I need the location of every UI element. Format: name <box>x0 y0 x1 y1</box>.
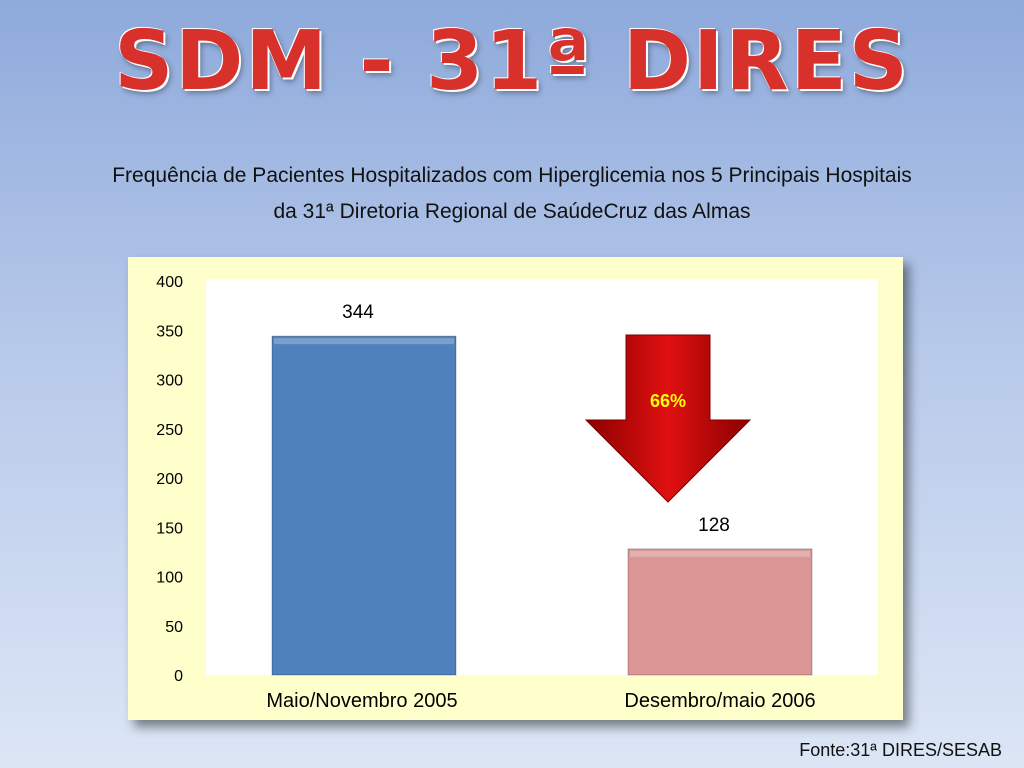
subtitle-line-2: da 31ª Diretoria Regional de SaúdeCruz d… <box>273 200 751 223</box>
y-tick-label: 50 <box>165 619 183 636</box>
reduction-percent-label: 66% <box>650 391 686 411</box>
bar-highlight <box>274 338 454 345</box>
bar-data-label: 344 <box>342 302 374 323</box>
y-tick-label: 150 <box>156 520 183 537</box>
subtitle-line-1: Frequência de Pacientes Hospitalizados c… <box>112 164 912 187</box>
x-category-label: Maio/Novembro 2005 <box>266 690 457 712</box>
y-tick-label: 300 <box>156 373 183 390</box>
y-tick-label: 350 <box>156 323 183 340</box>
y-tick-label: 250 <box>156 422 183 439</box>
y-tick-label: 0 <box>174 668 183 685</box>
slide-title: SDM - 31ª DIRES <box>114 14 910 109</box>
chart-frame: 0 50 100 150 200 250 300 350 400 344 Maio/Novembr… <box>128 257 903 720</box>
bar-data-label: 128 <box>698 515 730 536</box>
y-tick-label: 100 <box>156 570 183 587</box>
x-category-label: Desembro/maio 2006 <box>624 690 815 712</box>
bar-chart: 0 50 100 150 200 250 300 350 400 344 Maio/Novembr… <box>156 274 878 712</box>
down-arrow-icon <box>584 334 752 503</box>
chart-subtitle: Frequência de Pacientes Hospitalizados c… <box>0 158 1024 230</box>
bar <box>627 548 813 676</box>
y-tick-label: 200 <box>156 471 183 488</box>
bar <box>271 335 457 676</box>
source-note: Fonte:31ª DIRES/SESAB <box>799 740 1002 760</box>
bar-highlight <box>630 550 810 557</box>
y-tick-label: 400 <box>156 274 183 291</box>
